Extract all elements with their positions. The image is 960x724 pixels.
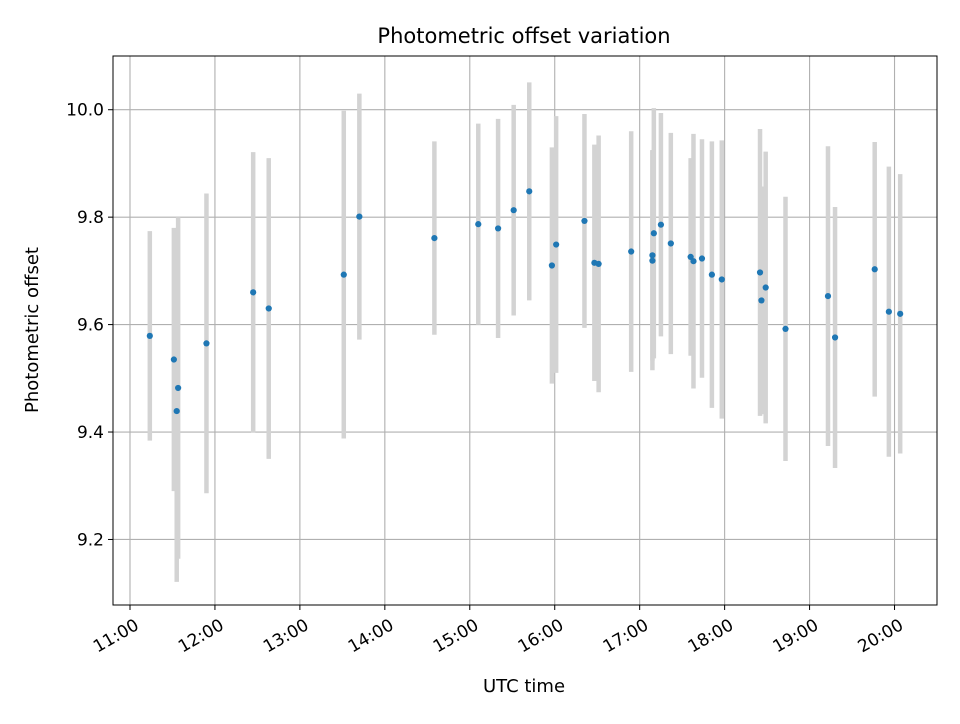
data-point <box>510 207 517 214</box>
y-axis-ticks: 9.2 9.4 9.6 9.8 10.0 <box>66 101 113 550</box>
data-point <box>897 310 904 317</box>
data-point <box>698 255 706 262</box>
data-point <box>708 271 715 278</box>
y-tick-label: 9.4 <box>77 423 104 443</box>
data-point <box>649 252 656 259</box>
data-point <box>628 248 635 255</box>
data-point <box>758 297 765 304</box>
data-point <box>667 240 674 247</box>
data-point <box>718 276 725 283</box>
data-point <box>756 269 764 276</box>
data-point <box>581 217 588 225</box>
data-point <box>595 260 602 267</box>
data-point <box>831 334 839 341</box>
data-point <box>356 213 363 220</box>
data-point <box>548 262 556 269</box>
y-tick-label: 9.2 <box>77 530 104 550</box>
data-point <box>265 305 272 312</box>
data-point <box>250 289 257 296</box>
data-point <box>649 257 656 264</box>
data-point <box>871 266 878 273</box>
y-tick-label: 9.8 <box>77 208 104 228</box>
y-axis-label: Photometric offset <box>22 247 43 413</box>
chart-title: Photometric offset variation <box>377 24 670 48</box>
data-point <box>762 284 769 291</box>
data-point <box>885 308 892 315</box>
data-point <box>203 340 210 347</box>
data-point <box>431 235 438 242</box>
y-tick-label: 9.6 <box>77 316 104 336</box>
data-point <box>340 271 347 278</box>
data-point <box>526 188 533 195</box>
data-points <box>146 188 904 415</box>
data-point <box>146 332 153 339</box>
data-point <box>553 241 560 248</box>
data-point <box>690 258 697 265</box>
data-point <box>824 293 832 300</box>
x-axis-label: UTC time <box>483 676 565 697</box>
data-point <box>175 384 182 392</box>
data-point <box>650 230 657 237</box>
data-point <box>173 407 180 415</box>
data-point <box>170 356 177 363</box>
data-point <box>475 221 482 228</box>
plot-frame <box>112 55 938 606</box>
data-point <box>782 325 789 332</box>
data-point <box>657 221 665 228</box>
data-point <box>494 225 502 232</box>
y-tick-label: 10.0 <box>66 101 104 121</box>
